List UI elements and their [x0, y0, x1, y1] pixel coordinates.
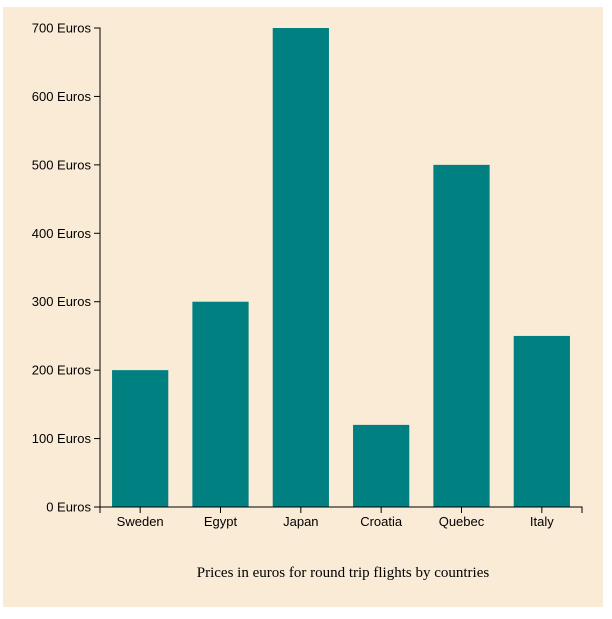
bar-croatia: [353, 424, 410, 507]
x-tick-label: Croatia: [360, 514, 403, 529]
x-tick-label: Egypt: [204, 514, 238, 529]
y-tick-label: 600 Euros: [32, 89, 92, 104]
x-tick-label: Quebec: [439, 514, 485, 529]
y-tick-label: 700 Euros: [32, 21, 92, 36]
y-axis: 0 Euros 100 Euros 200 Euros 300 Euros 400 Eu…: [32, 21, 101, 515]
x-axis: Sweden Egypt Japan Croatia Quebec Italy: [99, 506, 583, 529]
bar-egypt: [192, 301, 249, 507]
y-tick-label: 200 Euros: [32, 363, 92, 378]
bar-italy: [513, 335, 570, 507]
bar-sweden: [112, 370, 169, 507]
x-tick-label: Italy: [530, 514, 554, 529]
bar-quebec: [433, 164, 490, 507]
y-tick-label: 500 Euros: [32, 157, 92, 172]
y-tick-label: 0 Euros: [46, 500, 91, 515]
x-axis-label: Prices in euros for round trip flights b…: [197, 565, 490, 581]
y-axis-line: [94, 27, 101, 508]
x-axis-line: [99, 506, 583, 513]
x-tick-label: Japan: [283, 514, 318, 529]
y-tick-label: 400 Euros: [32, 226, 92, 241]
y-tick-label: 300 Euros: [32, 294, 92, 309]
bar-japan: [272, 28, 329, 507]
x-tick-label: Sweden: [117, 514, 164, 529]
y-tick-label: 100 Euros: [32, 431, 92, 446]
bars-group: [112, 28, 570, 507]
